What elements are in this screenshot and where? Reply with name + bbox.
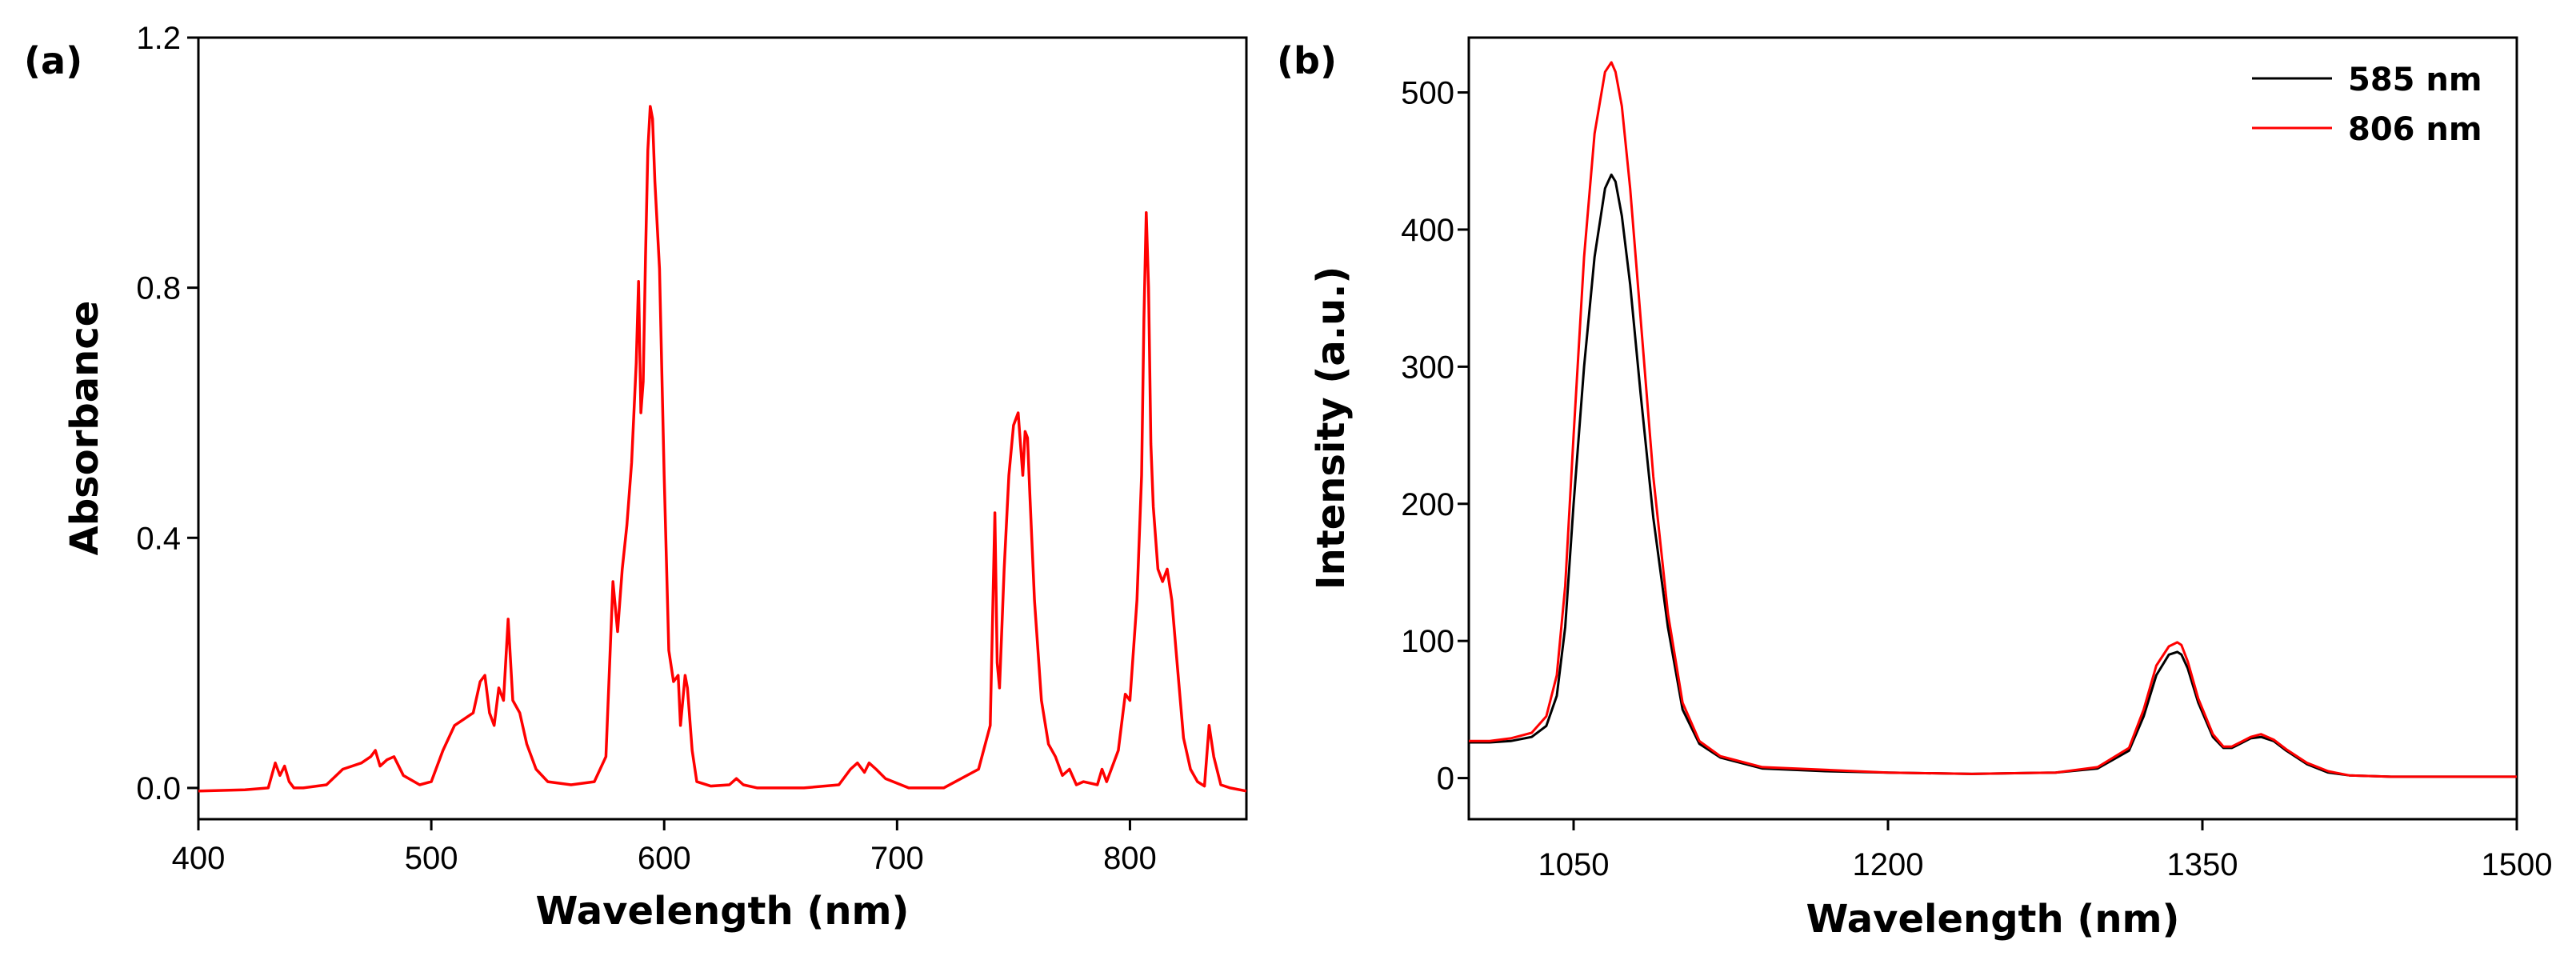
panel-b-series-806-line	[1469, 61, 2517, 778]
panel-b-y-tick-label: 500	[1401, 76, 1454, 111]
panel-b-series-585-line	[1469, 173, 2517, 778]
panel-a-x-tick-label: 800	[1103, 841, 1157, 876]
panel-a-x-tick-label: 500	[405, 841, 458, 876]
panel-a-y-tick-label: 0.0	[136, 771, 181, 806]
panel-b-label: (b)	[1277, 39, 1337, 82]
panel-b-x-ticks: 1050 1200 1350 1500	[1538, 819, 2553, 882]
panel-a-y-tick-label: 0.8	[136, 271, 181, 306]
panel-b-legend: 585 nm 806 nm	[2252, 62, 2482, 148]
panel-b-y-tick-label: 200	[1401, 487, 1454, 522]
legend-label-806: 806 nm	[2348, 111, 2482, 148]
panel-b-frame	[1467, 36, 2518, 821]
panel-a-y-tick-label: 1.2	[136, 21, 181, 56]
panel-a-x-tick-label: 400	[172, 841, 226, 876]
panel-b-y-ticks: 0 100 200 300 400 500	[1401, 76, 1469, 797]
panel-a-y-tick-label: 0.4	[136, 521, 181, 556]
panel-a-y-ticks: 0.0 0.4 0.8 1.2	[136, 21, 198, 806]
panel-a-frame	[197, 36, 1248, 821]
panel-b-x-tick-label: 1500	[2482, 847, 2553, 882]
panel-b-y-tick-label: 0	[1437, 762, 1454, 797]
panel-a-x-tick-label: 700	[870, 841, 924, 876]
panel-a-x-axis-label: Wavelength (nm)	[536, 889, 910, 934]
panel-b-y-tick-label: 100	[1401, 624, 1454, 659]
panel-b-y-axis-label: Intensity (a.u.)	[1309, 266, 1354, 590]
legend-label-585: 585 nm	[2348, 62, 2482, 98]
panel-a-x-tick-label: 600	[638, 841, 691, 876]
panel-a-y-axis-label: Absorbance	[62, 301, 107, 556]
panel-a: (a) 400 500 600 700 800 0.0 0.4 0.8 1.2 Wavelen…	[24, 21, 1248, 934]
panel-b-x-tick-label: 1200	[1853, 847, 1924, 882]
panel-b: (b) 1050 1200 1350 1500 0 100 200 300 400 500 58…	[1277, 36, 2553, 942]
panel-b-y-tick-label: 300	[1401, 350, 1454, 385]
panel-a-label: (a)	[24, 39, 82, 82]
panel-b-x-tick-label: 1050	[1538, 847, 1610, 882]
panel-b-x-tick-label: 1350	[2167, 847, 2238, 882]
panel-a-absorbance-line	[198, 105, 1247, 793]
panel-a-x-ticks: 400 500 600 700 800	[172, 819, 1157, 876]
panel-b-x-axis-label: Wavelength (nm)	[1806, 897, 2180, 942]
panel-b-y-tick-label: 400	[1401, 213, 1454, 248]
